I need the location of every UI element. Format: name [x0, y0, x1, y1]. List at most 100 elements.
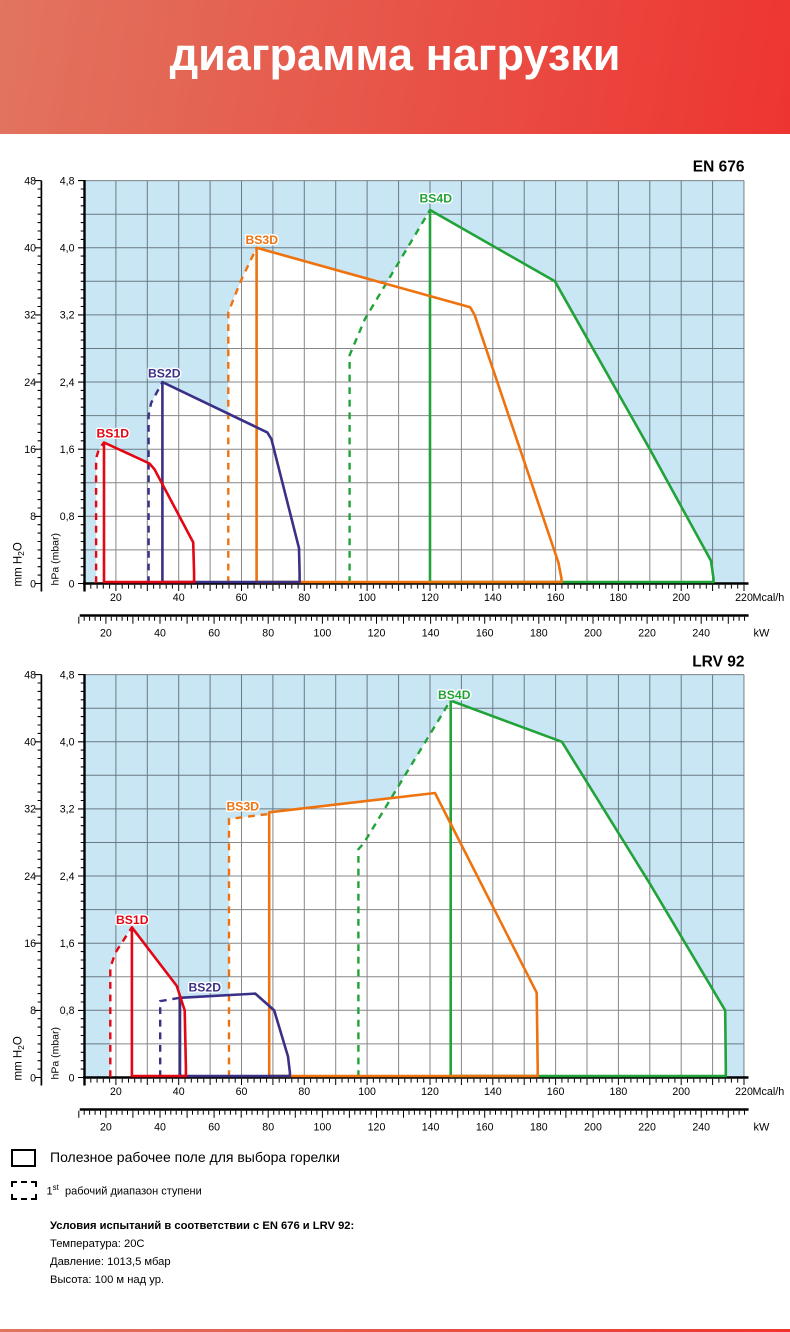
svg-text:220: 220	[735, 1086, 753, 1098]
svg-text:220: 220	[735, 592, 753, 604]
svg-text:80: 80	[262, 1122, 274, 1134]
svg-text:140: 140	[484, 592, 502, 604]
svg-text:40: 40	[173, 592, 185, 604]
svg-text:60: 60	[208, 628, 220, 640]
svg-text:BS3D: BS3D	[227, 800, 260, 814]
svg-text:2,4: 2,4	[60, 871, 75, 883]
svg-text:8: 8	[30, 511, 36, 523]
svg-text:24: 24	[24, 377, 36, 389]
svg-text:BS1D: BS1D	[97, 427, 130, 441]
svg-text:100: 100	[358, 592, 376, 604]
svg-text:140: 140	[484, 1086, 502, 1098]
svg-text:8: 8	[30, 1005, 36, 1017]
svg-text:48: 48	[24, 669, 36, 681]
svg-text:32: 32	[24, 310, 36, 322]
svg-text:200: 200	[584, 628, 602, 640]
svg-text:4,8: 4,8	[60, 175, 75, 187]
svg-text:200: 200	[672, 592, 690, 604]
svg-text:32: 32	[24, 804, 36, 816]
svg-text:80: 80	[298, 1086, 310, 1098]
svg-text:0: 0	[30, 578, 36, 590]
svg-text:3,2: 3,2	[60, 804, 75, 816]
svg-text:160: 160	[476, 628, 494, 640]
svg-text:0: 0	[69, 1072, 75, 1084]
svg-text:0,8: 0,8	[60, 1005, 75, 1017]
svg-text:40: 40	[24, 243, 36, 255]
svg-text:16: 16	[24, 938, 36, 950]
svg-text:BS4D: BS4D	[438, 688, 471, 702]
svg-text:120: 120	[368, 628, 386, 640]
svg-text:4,0: 4,0	[60, 243, 75, 255]
svg-text:BS1D: BS1D	[97, 427, 130, 441]
svg-text:80: 80	[262, 628, 274, 640]
svg-text:2,4: 2,4	[60, 377, 75, 389]
svg-text:80: 80	[298, 592, 310, 604]
svg-text:240: 240	[692, 628, 710, 640]
svg-text:100: 100	[314, 1122, 332, 1134]
svg-text:200: 200	[584, 1122, 602, 1134]
svg-text:Mcal/h: Mcal/h	[753, 1086, 785, 1098]
svg-text:180: 180	[530, 628, 548, 640]
svg-text:BS2D: BS2D	[189, 981, 222, 995]
svg-text:20: 20	[110, 592, 122, 604]
svg-text:48: 48	[24, 175, 36, 187]
svg-text:40: 40	[154, 1122, 166, 1134]
svg-text:20: 20	[100, 1122, 112, 1134]
svg-text:140: 140	[422, 1122, 440, 1134]
svg-text:Mcal/h: Mcal/h	[753, 592, 785, 604]
svg-text:BS1D: BS1D	[116, 913, 149, 927]
svg-text:16: 16	[24, 444, 36, 456]
svg-text:4,8: 4,8	[60, 669, 75, 681]
svg-text:1,6: 1,6	[60, 938, 75, 950]
svg-text:hPa (mbar): hPa (mbar)	[50, 533, 62, 586]
svg-text:BS1D: BS1D	[116, 913, 149, 927]
svg-text:20: 20	[100, 628, 112, 640]
svg-text:0,8: 0,8	[60, 511, 75, 523]
svg-text:40: 40	[24, 737, 36, 749]
svg-text:220: 220	[638, 1122, 656, 1134]
svg-text:BS4D: BS4D	[420, 192, 453, 206]
svg-text:220: 220	[638, 628, 656, 640]
svg-text:kW: kW	[754, 1122, 771, 1134]
svg-text:BS3D: BS3D	[246, 233, 279, 247]
svg-text:BS4D: BS4D	[420, 192, 453, 206]
svg-text:180: 180	[530, 1122, 548, 1134]
svg-text:20: 20	[110, 1086, 122, 1098]
svg-text:mm H2O: mm H2O	[13, 542, 27, 586]
svg-text:60: 60	[208, 1122, 220, 1134]
svg-text:0: 0	[30, 1072, 36, 1084]
svg-text:kW: kW	[754, 628, 771, 640]
svg-text:180: 180	[610, 592, 628, 604]
svg-text:160: 160	[547, 592, 565, 604]
svg-text:140: 140	[422, 628, 440, 640]
svg-text:EN 676: EN 676	[693, 159, 745, 176]
svg-text:BS2D: BS2D	[189, 981, 222, 995]
svg-text:120: 120	[421, 1086, 439, 1098]
svg-text:LRV 92: LRV 92	[692, 654, 744, 671]
svg-text:0: 0	[69, 578, 75, 590]
svg-text:3,2: 3,2	[60, 310, 75, 322]
svg-text:100: 100	[358, 1086, 376, 1098]
svg-text:BS2D: BS2D	[148, 367, 181, 381]
svg-text:60: 60	[236, 1086, 248, 1098]
svg-text:120: 120	[421, 592, 439, 604]
svg-text:160: 160	[476, 1122, 494, 1134]
svg-text:120: 120	[368, 1122, 386, 1134]
svg-text:1,6: 1,6	[60, 444, 75, 456]
svg-text:BS3D: BS3D	[227, 800, 260, 814]
svg-text:160: 160	[547, 1086, 565, 1098]
svg-text:40: 40	[154, 628, 166, 640]
svg-text:BS2D: BS2D	[148, 367, 181, 381]
svg-text:60: 60	[236, 592, 248, 604]
svg-text:4,0: 4,0	[60, 737, 75, 749]
svg-text:40: 40	[173, 1086, 185, 1098]
svg-text:hPa (mbar): hPa (mbar)	[50, 1027, 62, 1080]
svg-text:BS4D: BS4D	[438, 688, 471, 702]
svg-text:BS3D: BS3D	[246, 233, 279, 247]
svg-text:200: 200	[672, 1086, 690, 1098]
svg-text:240: 240	[692, 1122, 710, 1134]
svg-text:100: 100	[314, 628, 332, 640]
svg-text:180: 180	[610, 1086, 628, 1098]
svg-text:24: 24	[24, 871, 36, 883]
svg-text:mm H2O: mm H2O	[13, 1036, 27, 1080]
